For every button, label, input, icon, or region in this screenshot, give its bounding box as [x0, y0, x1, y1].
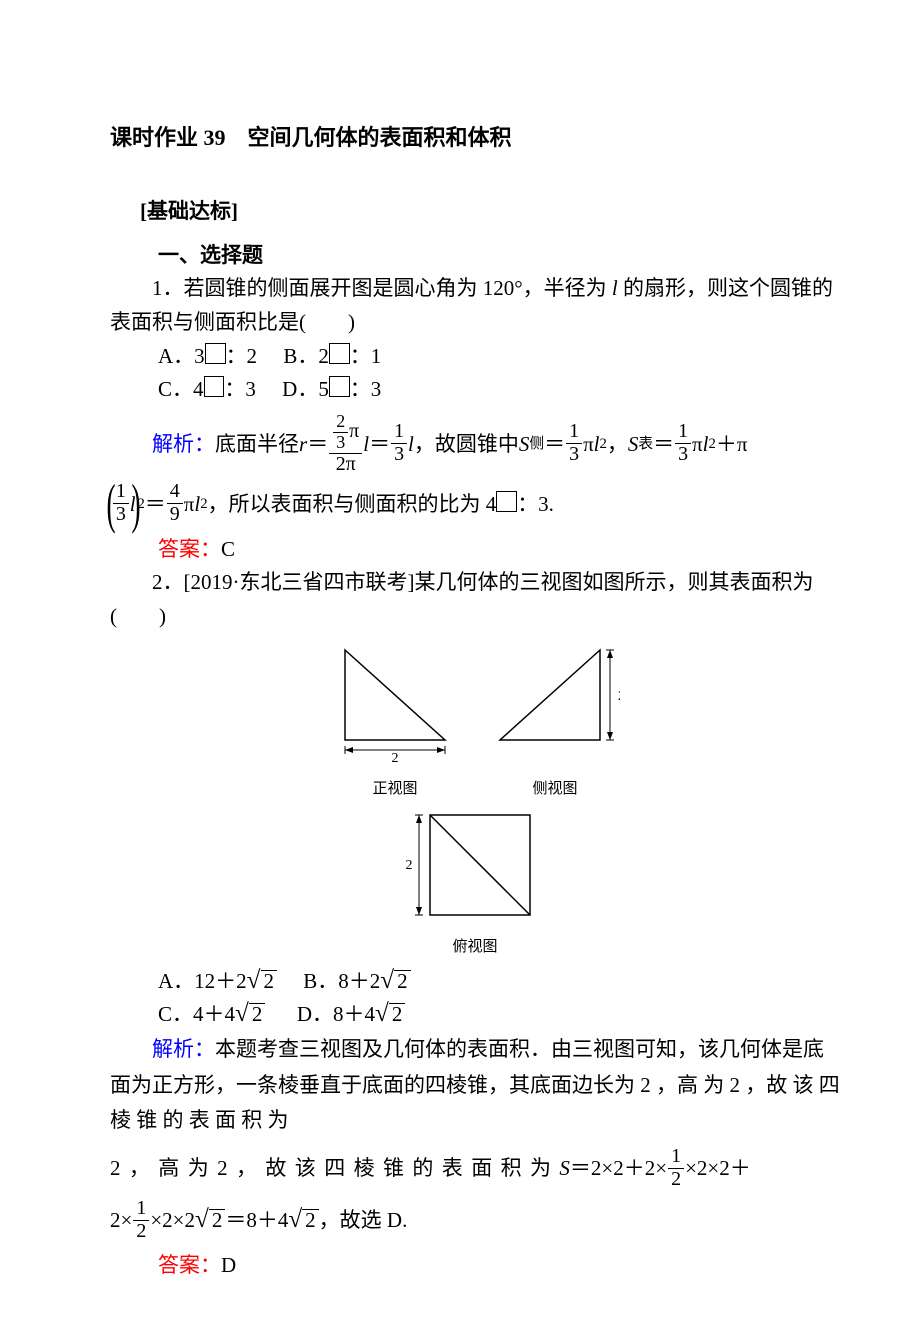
- fraction: 12: [133, 1199, 149, 1242]
- triangle-icon: 2: [490, 640, 620, 765]
- q2-answer: 答案：D: [158, 1249, 840, 1283]
- q1-solution-line2: ( 13 l ) 2 ＝ 49 πl2 ，所以表面积与侧面积的比为 4：3.: [110, 481, 840, 527]
- box-icon: [496, 491, 517, 512]
- fraction: 13: [675, 422, 691, 465]
- fraction: 12: [668, 1147, 684, 1190]
- solution-label: 解析：: [152, 421, 215, 467]
- section-heading: [基础达标]: [140, 195, 840, 229]
- q2-opt-a: A．12＋2√2: [158, 969, 277, 993]
- answer-label: 答案：: [158, 1253, 221, 1277]
- q1-options: A．3：2 B．2：1 C．4：3 D．5：3: [158, 340, 840, 407]
- subsection-choice: 一、选择题: [158, 239, 840, 273]
- q1-opt-b: B．2：1: [283, 344, 381, 368]
- q2-figures-row2: 2 俯视图: [110, 807, 840, 959]
- q1-answer: 答案：C: [158, 533, 840, 567]
- q1-opt-d: D．5：3: [282, 377, 381, 401]
- dim-label: 2: [618, 689, 620, 704]
- fraction: 13: [391, 422, 407, 465]
- front-view-caption: 正视图: [330, 777, 460, 801]
- fraction: 23π 2π: [329, 413, 362, 475]
- q2-options: A．12＋2√2 B．8＋2√2 C．4＋4√2 D．8＋4√2: [158, 965, 840, 1032]
- q2-opt-b: B．8＋2√2: [303, 969, 410, 993]
- fraction: 49: [167, 482, 183, 525]
- top-view-figure: 2 俯视图: [405, 807, 545, 959]
- q2-opt-c: C．4＋4√2: [158, 1002, 265, 1026]
- worksheet-title: 课时作业 39 空间几何体的表面积和体积: [110, 120, 840, 155]
- side-view-figure: 2 侧视图: [490, 640, 620, 802]
- dim-label: 2: [392, 751, 399, 765]
- q1-stem: 1．若圆锥的侧面展开图是圆心角为 120°，半径为 l 的扇形，则这个圆锥的表面…: [110, 272, 840, 339]
- box-icon: [205, 343, 226, 364]
- solution-label: 解析：: [152, 1037, 215, 1061]
- dim-label: 2: [406, 858, 413, 873]
- q1-solution: 解析： 底面半径 r ＝ 23π 2π l ＝ 13 l ，故圆锥中 S侧 ＝ …: [110, 413, 840, 475]
- box-icon: [204, 376, 225, 397]
- box-icon: [329, 343, 350, 364]
- q1-opt-a: A．3：2: [158, 344, 257, 368]
- q2-solution: 解析：本题考查三视图及几何体的表面积．由三视图可知，该几何体是底面为正方形，一条…: [110, 1032, 840, 1243]
- q2-stem: 2．[2019·东北三省四市联考]某几何体的三视图如图所示，则其表面积为( ): [110, 566, 840, 633]
- q1-opt-c: C．4：3: [158, 377, 256, 401]
- q2-opt-d: D．8＋4√2: [297, 1002, 406, 1026]
- side-view-caption: 侧视图: [490, 777, 620, 801]
- top-view-caption: 俯视图: [405, 935, 545, 959]
- fraction: 13: [566, 422, 582, 465]
- answer-label: 答案：: [158, 537, 221, 561]
- square-diagonal-icon: 2: [405, 807, 545, 922]
- page-root: 课时作业 39 空间几何体的表面积和体积 [基础达标] 一、选择题 1．若圆锥的…: [0, 0, 920, 1343]
- front-view-figure: 2 正视图: [330, 640, 460, 802]
- triangle-icon: 2: [330, 640, 460, 765]
- q2-figures-row1: 2 正视图 2 侧视图: [110, 640, 840, 802]
- box-icon: [329, 376, 350, 397]
